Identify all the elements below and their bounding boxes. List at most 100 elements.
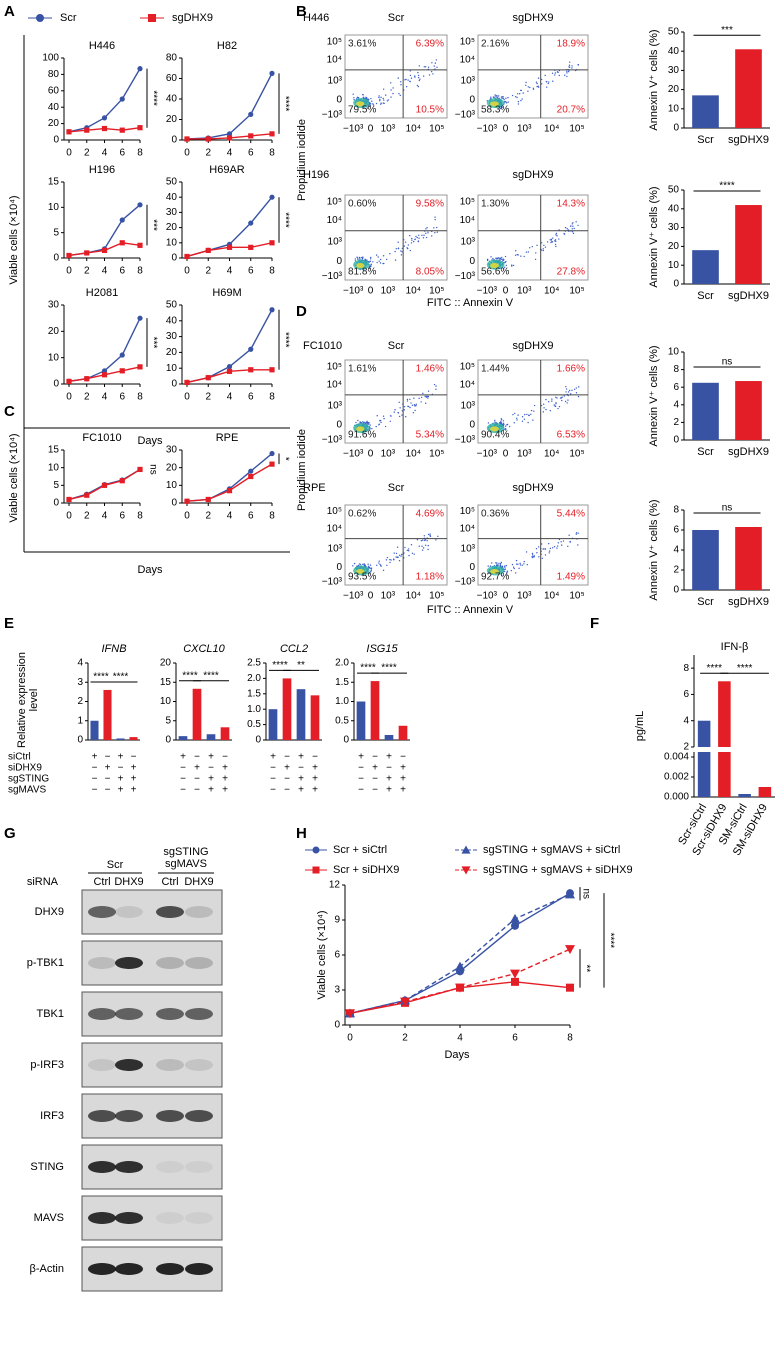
flow-event [362, 256, 364, 258]
flow-event [500, 561, 503, 564]
condition-sign: − [118, 763, 124, 774]
significance-label: ns [580, 888, 591, 899]
y-tick-label: 10 [166, 237, 178, 248]
flow-event [424, 395, 426, 398]
marker [455, 961, 465, 971]
panel-label: H [296, 825, 307, 842]
marker [119, 352, 125, 358]
flow-event [565, 385, 567, 388]
flow-event [554, 405, 556, 407]
flow-y-tick: −10³ [322, 576, 343, 587]
flow-event [380, 258, 382, 261]
flow-event [353, 98, 355, 101]
flow-event [571, 67, 573, 69]
y-tick-label: 20 [160, 658, 172, 669]
flow-event [500, 422, 503, 424]
flow-event [538, 556, 540, 558]
blot-band [88, 1059, 116, 1071]
flow-event [511, 94, 514, 97]
y-tick-label: 30 [48, 300, 60, 311]
flow-x-tick: 0 [368, 286, 374, 297]
quadrant-percent: 5.34% [416, 430, 444, 441]
flow-event [409, 249, 412, 252]
flow-event [400, 84, 402, 86]
flow-x-tick: 0 [503, 124, 509, 135]
blot-strip [81, 1042, 223, 1088]
flow-event [368, 566, 371, 569]
flow-event [521, 98, 523, 100]
y-tick-label: 80 [166, 53, 178, 64]
flow-event [553, 545, 556, 548]
marker [137, 315, 143, 321]
flow-y-tick: 10⁵ [460, 361, 475, 372]
flow-event [378, 560, 380, 562]
flow-y-tick: 10³ [328, 75, 343, 86]
flow-event [523, 413, 526, 416]
flow-event [568, 534, 570, 536]
flow-event [562, 540, 565, 542]
condition-sign: + [180, 752, 186, 763]
flow-event [553, 404, 555, 406]
x-tick-label: 0 [184, 511, 190, 522]
flow-event [519, 564, 522, 566]
flow-y-tick: −10³ [322, 271, 343, 282]
marker [248, 473, 254, 480]
flow-event [569, 393, 572, 395]
marker [226, 131, 233, 137]
flow-event [422, 547, 425, 549]
flow-event [409, 74, 412, 77]
chart-title: RPE [216, 432, 239, 444]
chart-title: ISG15 [366, 643, 398, 655]
y-axis-label: Viable cells (×10⁴) [8, 195, 20, 284]
condition-sign: − [386, 763, 392, 774]
flow-event [496, 257, 499, 260]
flow-y-tick: −10³ [455, 434, 476, 445]
flow-event [415, 403, 417, 405]
flow-y-tick: 10³ [461, 236, 476, 247]
flow-x-tick: 10⁵ [429, 286, 444, 297]
flow-event [367, 423, 370, 425]
flow-event [368, 267, 370, 269]
flow-event [382, 97, 384, 100]
x-tick-label: 4 [102, 511, 108, 522]
sample-label: sgDHX9 [513, 482, 554, 494]
flow-event [371, 100, 373, 102]
flow-event [376, 564, 378, 567]
marker [226, 368, 233, 374]
flow-event [384, 94, 387, 96]
flow-event [547, 82, 549, 85]
y-tick-label: 0.002 [664, 772, 689, 783]
significance-label: ns [722, 503, 733, 514]
condition-sign: − [131, 752, 137, 763]
flow-event [551, 547, 554, 549]
chart-title: H69M [212, 287, 241, 299]
quadrant-percent: 91.6% [348, 430, 376, 441]
flow-event [546, 86, 548, 88]
y-tick-label: 0.5 [247, 719, 261, 730]
protein-label: DHX9 [35, 906, 64, 918]
flow-event [436, 226, 438, 229]
flow-event [427, 533, 430, 536]
cell-line-label: RPE [303, 482, 326, 494]
flow-event [394, 259, 397, 261]
flow-event [383, 417, 385, 420]
flow-event [370, 97, 372, 100]
significance-label: **** [279, 96, 290, 112]
flow-event [568, 64, 571, 66]
x-tick-label: 6 [119, 266, 125, 277]
flow-event [514, 412, 516, 415]
flow-event [379, 98, 381, 101]
flow-x-tick: 0 [368, 124, 374, 135]
condition-sign: + [208, 785, 214, 796]
x-tick-label: 6 [248, 392, 254, 403]
flow-event [560, 541, 562, 543]
flow-event [551, 398, 553, 400]
flow-event [563, 232, 565, 235]
significance-label: **** [113, 672, 129, 683]
y-tick-label: 2 [77, 696, 83, 707]
flow-event [500, 258, 502, 261]
y-tick-label: 0 [673, 585, 679, 596]
flow-event [515, 250, 517, 252]
marker [184, 253, 190, 260]
y-tick-label: 1.5 [335, 677, 349, 688]
